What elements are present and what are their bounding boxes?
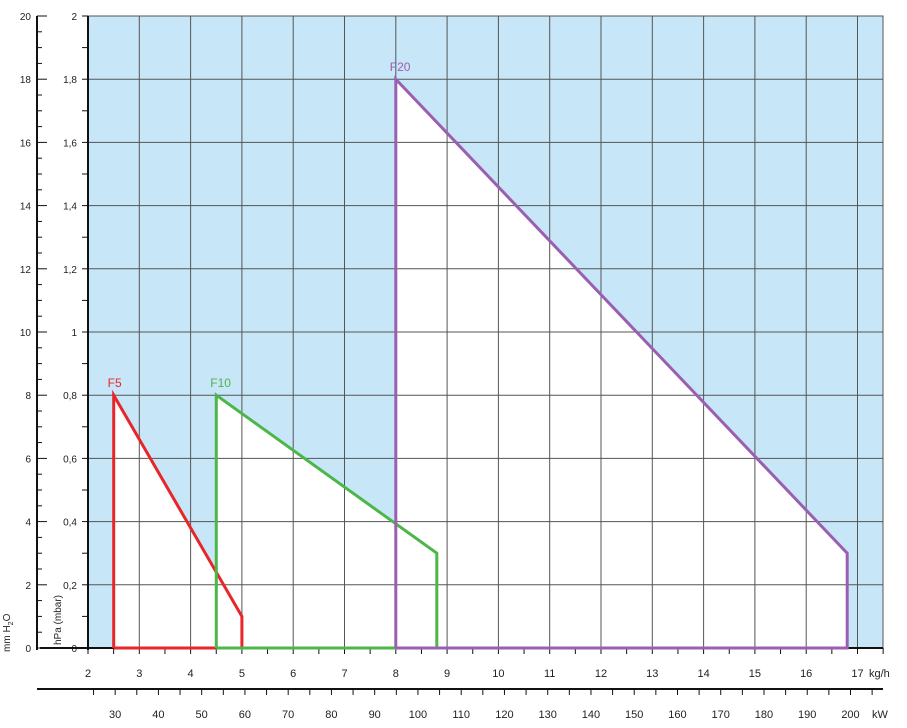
x-tick-label-kgh: 9 bbox=[444, 668, 450, 680]
x-tick-label-kw: 60 bbox=[239, 709, 251, 721]
x-tick-label-kgh: 12 bbox=[595, 668, 607, 680]
y-tick-label-hpa: 0,8 bbox=[63, 391, 77, 402]
y-tick-label-hpa: 0 bbox=[71, 644, 77, 655]
x-tick-label-kw: 160 bbox=[668, 709, 686, 721]
x-tick-label-kw: 90 bbox=[369, 709, 381, 721]
x-tick-label-kw: 140 bbox=[582, 709, 600, 721]
y-tick-label-mmh2o: 4 bbox=[25, 518, 31, 529]
x-tick-label-kgh: 11 bbox=[544, 668, 555, 680]
x-tick-label-kw: 190 bbox=[798, 709, 816, 721]
x-tick-label-kw: 180 bbox=[755, 709, 773, 721]
y-tick-label-mmh2o: 12 bbox=[20, 265, 32, 276]
y-tick-label-mmh2o: 0 bbox=[25, 644, 31, 655]
field-area-f20 bbox=[395, 79, 848, 648]
x-tick-label-kw: 170 bbox=[712, 709, 730, 721]
x-axis-unit-kgh: kg/h bbox=[869, 668, 890, 680]
x-tick-label-kw: 50 bbox=[196, 709, 208, 721]
y-tick-label-mmh2o: 8 bbox=[25, 391, 31, 402]
x-tick-label-kgh: 17 bbox=[851, 668, 863, 680]
x-tick-label-kw: 70 bbox=[282, 709, 294, 721]
y-tick-label-hpa: 2 bbox=[71, 12, 77, 23]
series-line-f5 bbox=[112, 389, 244, 650]
series-label-f20: F20 bbox=[390, 60, 411, 74]
y-axis-label-hpa: hPa (mbar) bbox=[53, 595, 64, 645]
y-tick-label-mmh2o: 6 bbox=[25, 454, 31, 465]
x-tick-label-kgh: 2 bbox=[85, 668, 91, 680]
y-tick-label-mmh2o: 20 bbox=[20, 12, 32, 23]
y-tick-label-hpa: 0,4 bbox=[63, 518, 77, 529]
x-tick-label-kgh: 10 bbox=[492, 668, 504, 680]
series-line-f10 bbox=[214, 392, 439, 650]
y-tick-label-mmh2o: 18 bbox=[20, 75, 32, 86]
x-tick-label-kgh: 16 bbox=[800, 668, 812, 680]
y-tick-label-hpa: 1,4 bbox=[63, 202, 77, 213]
x-tick-label-kgh: 5 bbox=[239, 668, 245, 680]
x-tick-label-kgh: 4 bbox=[188, 668, 194, 680]
y-tick-label-mmh2o: 2 bbox=[25, 581, 31, 592]
y-axis-label-mmh2o: mm H2O bbox=[2, 613, 15, 652]
x-axis-unit-kw: kW bbox=[872, 709, 889, 721]
x-tick-label-kgh: 14 bbox=[697, 668, 709, 680]
x-tick-label-kw: 40 bbox=[152, 709, 164, 721]
y-tick-label-mmh2o: 14 bbox=[20, 202, 32, 213]
x-tick-label-kw: 150 bbox=[625, 709, 643, 721]
x-tick-label-kw: 30 bbox=[109, 709, 121, 721]
x-tick-label-kgh: 15 bbox=[749, 668, 761, 680]
y-tick-label-mmh2o: 16 bbox=[20, 138, 32, 149]
x-tick-label-kgh: 7 bbox=[341, 668, 347, 680]
y-tick-label-hpa: 0,2 bbox=[63, 581, 77, 592]
y-tick-label-hpa: 1,2 bbox=[63, 265, 77, 276]
series-line-f20 bbox=[394, 75, 849, 650]
x-tick-label-kw: 130 bbox=[539, 709, 557, 721]
x-tick-label-kw: 110 bbox=[452, 709, 470, 721]
x-tick-label-kgh: 6 bbox=[290, 668, 296, 680]
y-tick-label-hpa: 1,8 bbox=[63, 75, 77, 86]
x-tick-label-kw: 200 bbox=[841, 709, 859, 721]
y-tick-label-mmh2o: 10 bbox=[20, 328, 32, 339]
y-tick-label-hpa: 1 bbox=[71, 328, 77, 339]
x-tick-label-kgh: 8 bbox=[393, 668, 399, 680]
x-tick-label-kw: 100 bbox=[409, 709, 427, 721]
x-tick-label-kgh: 3 bbox=[136, 668, 142, 680]
y-tick-label-hpa: 1,6 bbox=[63, 138, 77, 149]
x-tick-label-kw: 120 bbox=[495, 709, 513, 721]
x-tick-label-kgh: 13 bbox=[646, 668, 658, 680]
x-tick-label-kw: 80 bbox=[325, 709, 337, 721]
y-tick-label-hpa: 0,6 bbox=[63, 454, 77, 465]
series-label-f5: F5 bbox=[108, 376, 122, 390]
series-label-f10: F10 bbox=[210, 376, 231, 390]
